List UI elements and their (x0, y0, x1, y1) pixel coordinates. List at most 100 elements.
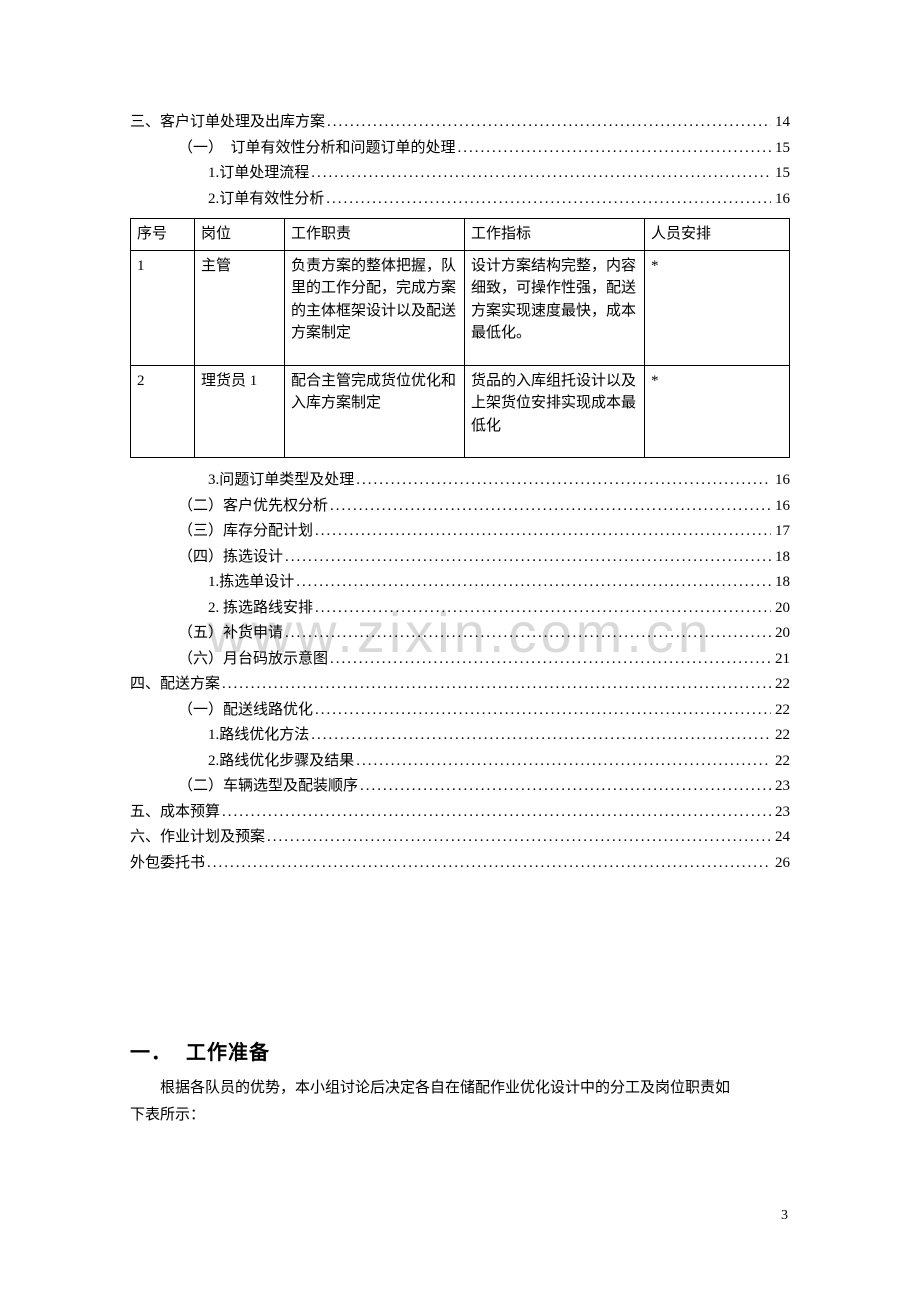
toc-dots (313, 698, 771, 724)
toc-text: 3.问题订单类型及处理 (208, 468, 354, 494)
toc-page-number: 23 (771, 800, 790, 826)
toc-line: （六）月台码放示意图 21 (130, 647, 790, 673)
toc-text: 五、成本预算 (130, 800, 220, 826)
toc-line: 五、成本预算 23 (130, 800, 790, 826)
toc-line: （四）拣选设计 18 (130, 545, 790, 571)
toc-page-number: 22 (771, 672, 790, 698)
toc-text: （六）月台码放示意图 (178, 647, 328, 673)
toc-page-number: 21 (771, 647, 790, 673)
table-cell: 配合主管完成货位优化和入库方案制定 (285, 365, 465, 458)
toc-dots (328, 647, 771, 673)
body-paragraph-2: 下表所示： (130, 1102, 790, 1129)
table-row: 1主管负责方案的整体把握，队里的工作分配，完成方案的主体框架设计以及配送方案制定… (131, 250, 790, 365)
toc-page-number: 18 (771, 545, 790, 571)
table-cell: 主管 (195, 250, 285, 365)
toc-page-number: 17 (771, 519, 790, 545)
toc-line: （二）客户优先权分析 16 (130, 494, 790, 520)
toc-line: 1.订单处理流程 15 (130, 161, 790, 187)
toc-line: 六、作业计划及预案 24 (130, 825, 790, 851)
toc-page-number: 22 (771, 723, 790, 749)
toc-dots (313, 596, 771, 622)
toc-section-top: 三、客户订单处理及出库方案14（一） 订单有效性分析和问题订单的处理 151.订… (130, 110, 790, 212)
toc-text: 2. 拣选路线安排 (208, 596, 313, 622)
toc-line: 2.订单有效性分析16 (130, 187, 790, 213)
table-header-metric: 工作指标 (465, 219, 645, 251)
toc-dots (358, 774, 771, 800)
toc-section-mid: 3.问题订单类型及处理16（二）客户优先权分析 16（三）库存分配计划 17（四… (130, 468, 790, 876)
table-row: 2理货员 1配合主管完成货位优化和入库方案制定货品的入库组托设计以及上架货位安排… (131, 365, 790, 458)
toc-dots (328, 494, 771, 520)
toc-line: （二）车辆选型及配装顺序 23 (130, 774, 790, 800)
toc-line: （五）补货申请 20 (130, 621, 790, 647)
toc-page-number: 22 (771, 698, 790, 724)
toc-page-number: 15 (771, 136, 790, 162)
table-header-seq: 序号 (131, 219, 195, 251)
toc-dots (294, 570, 771, 596)
toc-page-number: 23 (771, 774, 790, 800)
toc-text: 2.路线优化步骤及结果 (208, 749, 354, 775)
toc-text: 三、客户订单处理及出库方案 (130, 110, 325, 136)
toc-text: 六、作业计划及预案 (130, 825, 265, 851)
toc-dots (324, 187, 771, 213)
table-cell: * (645, 365, 790, 458)
toc-dots (313, 519, 771, 545)
toc-text: （二）车辆选型及配装顺序 (178, 774, 358, 800)
toc-line: 2.路线优化步骤及结果 22 (130, 749, 790, 775)
toc-dots (205, 851, 771, 877)
page-number: 3 (781, 1208, 788, 1224)
body-paragraph-1: 根据各队员的优势，本小组讨论后决定各自在储配作业优化设计中的分工及岗位职责如 (130, 1075, 790, 1102)
section-heading-block: 一． 工作准备 根据各队员的优势，本小组讨论后决定各自在储配作业优化设计中的分工及… (130, 1036, 790, 1129)
table-header-duty: 工作职责 (285, 219, 465, 251)
toc-line: 2. 拣选路线安排 20 (130, 596, 790, 622)
toc-text: 外包委托书 (130, 851, 205, 877)
toc-dots (309, 723, 771, 749)
role-table: 序号 岗位 工作职责 工作指标 人员安排 1主管负责方案的整体把握，队里的工作分… (130, 218, 790, 458)
toc-page-number: 20 (771, 621, 790, 647)
table-header-row: 序号 岗位 工作职责 工作指标 人员安排 (131, 219, 790, 251)
toc-line: （一） 订单有效性分析和问题订单的处理 15 (130, 136, 790, 162)
toc-page-number: 15 (771, 161, 790, 187)
toc-page-number: 18 (771, 570, 790, 596)
toc-dots (309, 161, 771, 187)
toc-text: （一）配送线路优化 (178, 698, 313, 724)
table-cell: * (645, 250, 790, 365)
toc-dots (265, 825, 771, 851)
toc-text: （五）补货申请 (178, 621, 283, 647)
heading-title: 工作准备 (186, 1042, 270, 1064)
toc-line: 3.问题订单类型及处理16 (130, 468, 790, 494)
toc-dots (456, 136, 771, 162)
toc-line: 1.拣选单设计 18 (130, 570, 790, 596)
toc-page-number: 26 (771, 851, 790, 877)
toc-dots (283, 545, 771, 571)
toc-dots (325, 110, 771, 136)
toc-line: 1.路线优化方法 22 (130, 723, 790, 749)
toc-line: 四、配送方案 22 (130, 672, 790, 698)
page-content: 三、客户订单处理及出库方案14（一） 订单有效性分析和问题订单的处理 151.订… (0, 0, 920, 1129)
table-cell: 负责方案的整体把握，队里的工作分配，完成方案的主体框架设计以及配送方案制定 (285, 250, 465, 365)
toc-text: （二）客户优先权分析 (178, 494, 328, 520)
toc-text: （三）库存分配计划 (178, 519, 313, 545)
toc-text: 四、配送方案 (130, 672, 220, 698)
table-cell: 理货员 1 (195, 365, 285, 458)
toc-page-number: 22 (771, 749, 790, 775)
table-cell: 2 (131, 365, 195, 458)
toc-dots (283, 621, 771, 647)
table-cell: 设计方案结构完整，内容细致，可操作性强，配送方案实现速度最快，成本最低化。 (465, 250, 645, 365)
toc-line: （三）库存分配计划 17 (130, 519, 790, 545)
toc-line: （一）配送线路优化 22 (130, 698, 790, 724)
toc-text: 2.订单有效性分析 (208, 187, 324, 213)
toc-page-number: 16 (771, 494, 790, 520)
toc-text: 1.订单处理流程 (208, 161, 309, 187)
toc-text: 1.路线优化方法 (208, 723, 309, 749)
table-cell: 货品的入库组托设计以及上架货位安排实现成本最低化 (465, 365, 645, 458)
toc-text: （一） 订单有效性分析和问题订单的处理 (178, 136, 456, 162)
toc-page-number: 20 (771, 596, 790, 622)
toc-line: 三、客户订单处理及出库方案 14 (130, 110, 790, 136)
heading-number: 一． (130, 1042, 172, 1064)
toc-text: 1.拣选单设计 (208, 570, 294, 596)
toc-dots (220, 800, 771, 826)
table-header-person: 人员安排 (645, 219, 790, 251)
toc-text: （四）拣选设计 (178, 545, 283, 571)
toc-page-number: 24 (771, 825, 790, 851)
toc-page-number: 14 (771, 110, 790, 136)
